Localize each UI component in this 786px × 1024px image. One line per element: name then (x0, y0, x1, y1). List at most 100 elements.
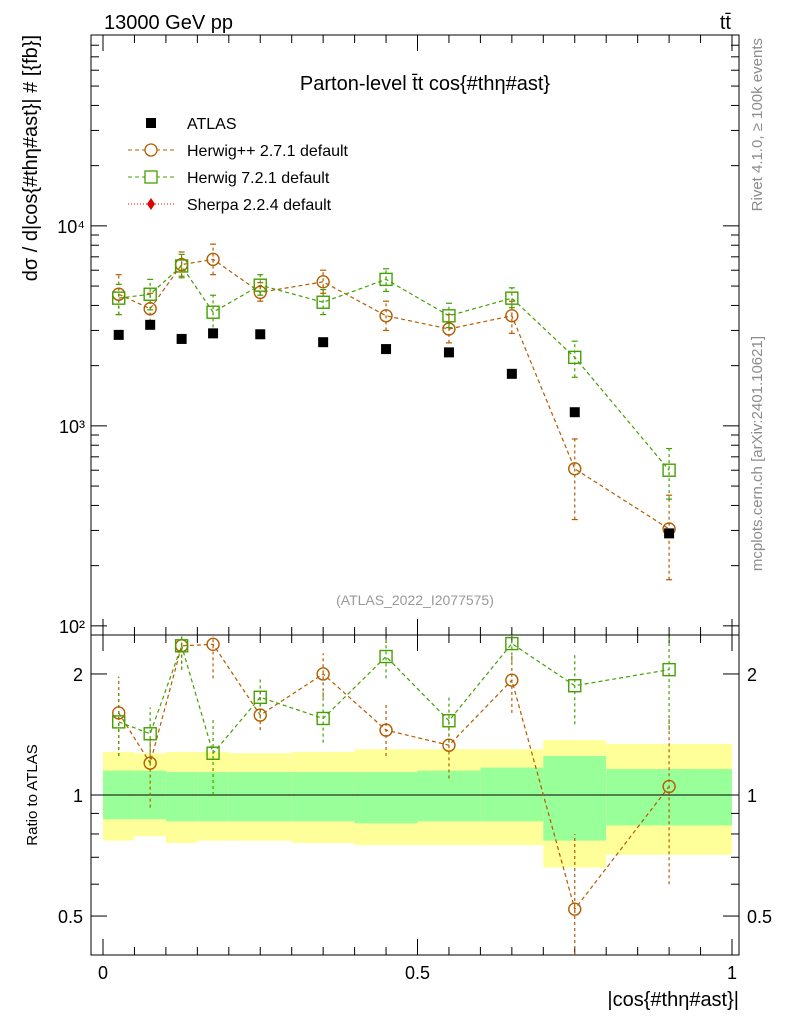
ratio-point (112, 706, 126, 720)
data-point (568, 462, 582, 476)
ratio-series (112, 635, 676, 955)
band-1sigma (543, 756, 607, 841)
legend: ATLAS Herwig++ 2.7.1 default Herwig 7.2.… (128, 116, 349, 214)
band-1sigma (228, 772, 292, 822)
band-1sigma (480, 767, 544, 822)
legend-label-sherpa: Sherpa 2.2.4 default (187, 197, 332, 214)
side-label-top: Rivet 4.1.0, ≥ 100k events (749, 38, 766, 211)
ratio-panel: 0.5 0.5 1 1 2 2 0 0.5 1 Ratio to ATLAS |cos{#thη… (24, 634, 772, 1011)
ratio-point (143, 727, 157, 741)
atlas-data-point (569, 407, 580, 418)
ratio-tick-labels: 0.5 0.5 1 1 2 2 0 0.5 1 (58, 665, 772, 983)
main-tick-labels: 10² 10³ 10⁴ (57, 217, 85, 637)
ratio-point (379, 723, 393, 737)
ratio-point (505, 636, 519, 651)
band-1sigma (417, 770, 481, 822)
header-left: 13000 GeV pp (104, 12, 233, 34)
ratio-point (112, 715, 126, 729)
ratio-point (143, 756, 157, 770)
ratio-point (253, 690, 267, 704)
main-y-tick-label: 10³ (59, 417, 85, 437)
watermark: (ATLAS_2022_I2077575) (336, 592, 494, 608)
series-line (118, 265, 670, 471)
ratio-series-line (118, 643, 670, 911)
main-y-tick-label: 10² (59, 617, 85, 637)
data-point (253, 278, 267, 292)
ratio-point (568, 679, 582, 693)
x-axis-label: |cos{#thη#ast}| (607, 989, 739, 1011)
band-1sigma (165, 772, 198, 822)
ratio-axis-ticks (91, 673, 739, 917)
data-point (112, 291, 126, 305)
legend-label-herwig7: Herwig 7.2.1 default (187, 170, 330, 187)
legend-label-atlas: ATLAS (187, 116, 237, 133)
ratio-point (662, 662, 676, 677)
ratio-point (316, 711, 330, 726)
band-1sigma (354, 772, 418, 824)
main-y-tick-label: 10⁴ (57, 217, 85, 237)
legend-label-herwigpp: Herwig++ 2.7.1 default (187, 143, 349, 160)
ratio-series-line (118, 642, 670, 755)
data-point (253, 285, 267, 300)
ratio-y-tick-label-right: 1 (747, 786, 757, 806)
header-right: tt̄ (720, 12, 732, 34)
atlas-data-point (176, 333, 187, 344)
data-point (316, 295, 330, 309)
data-point (206, 305, 220, 319)
data-point (568, 350, 582, 365)
ratio-point (568, 902, 582, 916)
data-point (379, 309, 393, 323)
ratio-point (206, 637, 220, 652)
data-point (442, 309, 456, 323)
ratio-point (442, 738, 456, 752)
data-point (206, 252, 220, 267)
main-ylabel: dσ / d|cos{#thη#ast}| # [{fb}] (20, 35, 42, 281)
data-point (143, 287, 157, 301)
legend-marker-herwigpp (144, 143, 158, 157)
legend-marker-sherpa (147, 198, 155, 210)
atlas-data-point (664, 528, 675, 539)
atlas-data-point (506, 368, 517, 379)
x-tick-label: 0 (98, 963, 108, 983)
atlas-data-point (381, 344, 392, 355)
legend-marker-herwig7 (144, 170, 158, 184)
ratio-point (174, 639, 189, 653)
ratio-point (253, 708, 267, 722)
ratio-y-tick-label: 2 (73, 665, 83, 685)
data-point (505, 291, 519, 305)
data-point (143, 302, 157, 316)
band-1sigma (291, 772, 355, 822)
ratio-bands (103, 740, 732, 868)
atlas-data-point (443, 347, 454, 358)
data-point (316, 275, 330, 289)
x-tick-label: 0.5 (405, 963, 430, 983)
ratio-point (206, 746, 220, 760)
main-panel: Parton-level t̄t cos{#thη#ast} dσ / d|co… (20, 34, 740, 955)
ratio-y-tick-label: 0.5 (58, 907, 83, 927)
x-tick-label: 1 (727, 963, 737, 983)
ratio-point (379, 649, 393, 664)
atlas-data-point (113, 329, 124, 340)
ratio-point (316, 667, 330, 681)
atlas-data-point (255, 329, 266, 340)
ratio-y-tick-label: 1 (73, 786, 83, 806)
data-point (442, 322, 456, 336)
legend-marker-atlas (146, 118, 156, 128)
side-label-bottom: mcplots.cern.ch [arXiv:2401.10621] (749, 336, 766, 571)
ratio-y-tick-label-right: 2 (747, 665, 757, 685)
data-point (379, 272, 393, 287)
ratio-ylabel: Ratio to ATLAS (24, 744, 41, 845)
main-series (112, 243, 676, 581)
ratio-point (442, 714, 456, 728)
ratio-y-tick-label-right: 0.5 (747, 907, 772, 927)
data-point (662, 463, 676, 477)
atlas-data-point (208, 328, 219, 339)
band-1sigma (197, 772, 229, 822)
data-point (505, 309, 519, 323)
series-line (118, 258, 670, 530)
data-point (174, 259, 189, 273)
main-title: Parton-level t̄t cos{#thη#ast} (300, 73, 550, 95)
ratio-point (662, 779, 676, 794)
atlas-data-point (318, 337, 329, 348)
